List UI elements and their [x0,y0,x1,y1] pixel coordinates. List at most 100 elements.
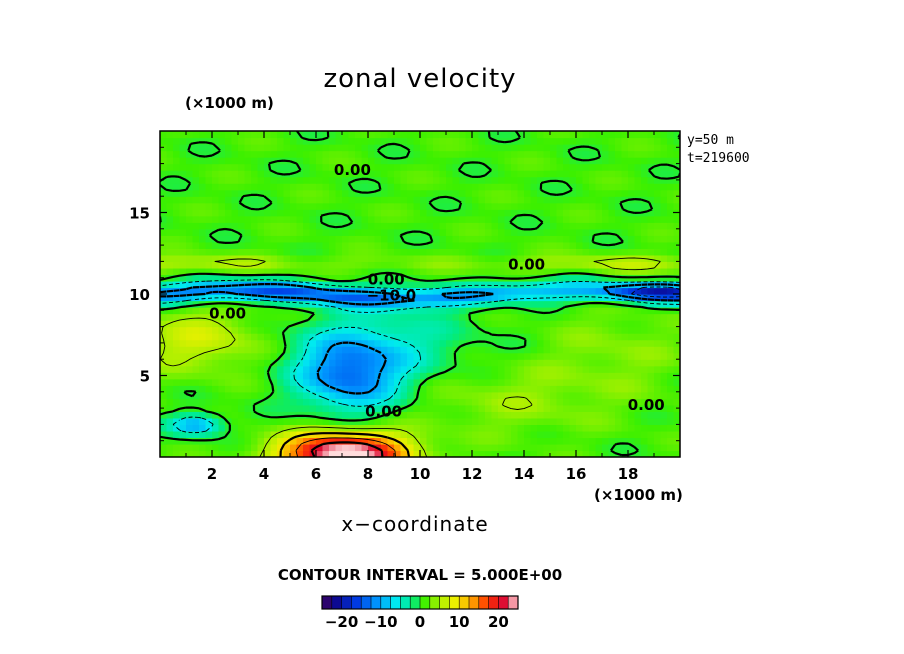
heatmap-cell [446,137,454,145]
heatmap-cell [563,352,571,360]
heatmap-cell [166,365,174,373]
heatmap-cell [491,300,499,308]
contour-labels: 0.000.000.00−10.00.000.00 0.00 [209,161,665,420]
heatmap-cell [641,215,649,223]
heatmap-cell [576,215,584,223]
heatmap-cell [641,437,649,445]
heatmap-cell [550,365,558,373]
heatmap-cell [433,404,441,412]
heatmap-cell [199,131,207,139]
heatmap-cell [556,222,564,230]
heatmap-cell [192,450,200,457]
heatmap-cell [186,372,194,380]
heatmap-cell [368,326,376,334]
heatmap-cell [452,189,460,197]
heatmap-cell [400,163,408,171]
heatmap-cell [179,170,187,178]
heatmap-cell [634,372,642,380]
heatmap-cell [160,235,168,243]
heatmap-cell [413,280,421,289]
heatmap-cell [407,346,415,354]
heatmap-cell [524,222,532,230]
heatmap-cell [303,313,311,321]
heatmap-cell [446,372,454,380]
heatmap-cell [439,294,447,302]
heatmap-cell [615,215,623,223]
heatmap-cell [530,313,538,321]
heatmap-cell [407,404,415,412]
heatmap-cell [192,176,200,184]
heatmap-cell [277,241,285,249]
heatmap-cell [439,346,447,354]
heatmap-cell [296,196,304,204]
heatmap-cell [199,326,207,334]
heatmap-cell [199,385,207,393]
heatmap-cell [621,209,629,217]
heatmap-cell [465,320,473,328]
heatmap-cell [491,144,499,152]
heatmap-cell [166,248,174,256]
heatmap-cell [173,437,181,445]
heatmap-cell [225,241,233,249]
heatmap-cell [498,411,506,419]
colorbar-swatch [478,596,489,609]
heatmap-cell [199,215,207,223]
heatmap-cell [426,248,434,256]
heatmap-cell [433,385,441,393]
heatmap-cell [628,339,636,347]
heatmap-cell [348,307,356,315]
heatmap-cell [381,157,389,165]
heatmap-cell [173,404,181,412]
heatmap-cell [537,417,545,425]
heatmap-cell [608,339,616,347]
heatmap-cell [400,189,408,197]
heatmap-cell [199,170,207,178]
heatmap-cell [511,352,519,360]
heatmap-cell [589,307,597,315]
heatmap-cell [186,430,194,439]
heatmap-cell [231,196,239,204]
heatmap-cell [537,424,545,432]
heatmap-cell [569,404,577,412]
heatmap-cell [472,241,480,249]
heatmap-cell [660,424,668,432]
heatmap-cell [673,248,680,256]
heatmap-cell [407,235,415,243]
heatmap-cell [673,391,680,399]
heatmap-cell [582,411,590,419]
heatmap-cell [543,300,551,308]
heatmap-cell [550,228,558,236]
heatmap-cell [595,398,603,406]
heatmap-cell [374,261,382,269]
heatmap-cell [400,170,408,178]
heatmap-cell [608,333,616,341]
heatmap-cell [264,235,272,243]
heatmap-cell [407,176,415,184]
heatmap-cell [244,385,252,393]
heatmap-cell [244,417,252,425]
heatmap-cell [491,450,499,457]
heatmap-cell [660,137,668,145]
heatmap-cell [517,280,525,289]
heatmap-cell [426,241,434,249]
heatmap-cell [576,189,584,197]
heatmap-cell [524,189,532,197]
heatmap-cell [556,378,564,386]
heatmap-cell [628,202,636,210]
heatmap-cell [647,137,655,145]
heatmap-cell [303,235,311,243]
heatmap-cell [667,144,675,152]
heatmap-cell [257,313,265,321]
heatmap-cell [615,280,623,289]
heatmap-cell [439,398,447,406]
heatmap-cell [465,202,473,210]
heatmap-cell [179,274,187,282]
x-tick-label: 4 [259,465,269,483]
heatmap-cell [322,287,330,295]
heatmap-cell [212,450,220,457]
heatmap-cell [446,196,454,204]
heatmap-cell [647,359,655,367]
heatmap-cell [472,287,480,295]
heatmap-cell [537,228,545,236]
heatmap-cell [472,313,480,321]
